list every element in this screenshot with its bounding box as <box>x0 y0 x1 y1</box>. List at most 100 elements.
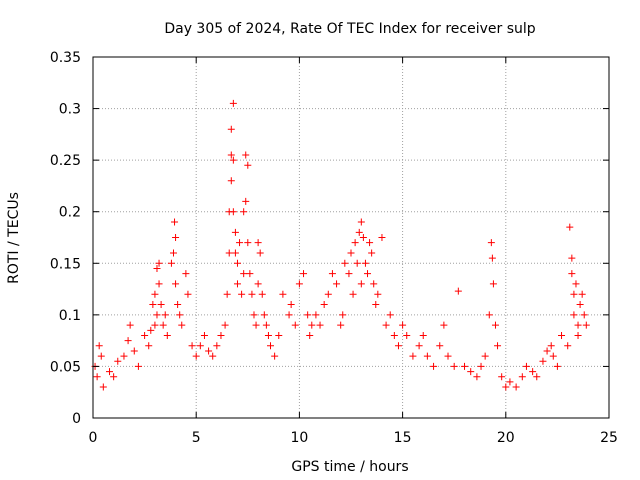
data-point <box>147 326 155 334</box>
data-point <box>93 373 101 381</box>
chart-title: Day 305 of 2024, Rate Of TEC Index for r… <box>164 21 535 37</box>
data-point <box>366 239 374 247</box>
data-point <box>153 264 161 272</box>
data-point <box>461 362 469 370</box>
data-point <box>372 301 380 309</box>
data-point <box>145 342 153 350</box>
data-point <box>258 290 266 298</box>
data-point <box>169 249 177 257</box>
data-point <box>159 321 167 329</box>
data-point <box>488 254 496 262</box>
data-point <box>95 342 103 350</box>
data-point <box>285 311 293 319</box>
data-point <box>481 352 489 360</box>
data-point <box>390 331 398 339</box>
data-point <box>209 352 217 360</box>
data-point <box>308 321 316 329</box>
data-point <box>233 280 241 288</box>
data-point <box>264 331 272 339</box>
data-point <box>124 337 132 345</box>
data-point <box>306 331 314 339</box>
data-point <box>172 280 180 288</box>
data-point <box>347 249 355 257</box>
y-tick-label: 0.35 <box>50 50 81 66</box>
data-point <box>304 311 312 319</box>
data-point <box>153 311 161 319</box>
data-point <box>316 321 324 329</box>
data-point <box>341 259 349 267</box>
data-point <box>512 383 520 391</box>
x-tick-label: 10 <box>290 430 308 446</box>
data-point <box>106 368 114 376</box>
data-point <box>361 259 369 267</box>
data-point <box>440 321 448 329</box>
data-point <box>227 125 235 133</box>
data-point <box>374 290 382 298</box>
data-point <box>141 331 149 339</box>
data-point <box>240 270 248 278</box>
data-point <box>386 311 394 319</box>
data-point <box>205 347 213 355</box>
data-point <box>244 239 252 247</box>
data-point <box>221 321 229 329</box>
data-point <box>364 270 372 278</box>
data-point <box>502 383 510 391</box>
data-point <box>370 280 378 288</box>
data-point <box>570 311 578 319</box>
data-point <box>477 362 485 370</box>
x-tick-label: 25 <box>600 430 618 446</box>
data-point <box>229 156 237 164</box>
data-point <box>238 290 246 298</box>
data-point <box>242 151 250 159</box>
data-point <box>254 239 262 247</box>
data-point <box>130 347 138 355</box>
data-point <box>553 362 561 370</box>
data-point <box>110 373 118 381</box>
data-point <box>256 249 264 257</box>
data-point <box>246 270 254 278</box>
data-point <box>506 378 514 386</box>
data-point <box>436 342 444 350</box>
data-point <box>574 331 582 339</box>
data-point <box>271 352 279 360</box>
data-point <box>231 249 239 257</box>
data-point <box>487 239 495 247</box>
data-point <box>580 311 588 319</box>
data-point <box>229 208 237 216</box>
data-point <box>572 280 580 288</box>
data-point <box>333 280 341 288</box>
data-point <box>171 218 179 226</box>
data-point <box>430 362 438 370</box>
data-point <box>287 301 295 309</box>
data-point <box>549 352 557 360</box>
data-point <box>570 290 578 298</box>
y-tick-label: 0.25 <box>50 153 81 169</box>
x-axis-label: GPS time / hours <box>291 459 408 475</box>
data-point <box>582 321 590 329</box>
data-point <box>312 311 320 319</box>
data-point <box>279 290 287 298</box>
data-point <box>248 290 256 298</box>
data-point <box>229 99 237 107</box>
data-point <box>151 290 159 298</box>
data-point <box>236 239 244 247</box>
data-point <box>558 331 566 339</box>
data-point <box>172 234 180 241</box>
data-point <box>444 352 452 360</box>
data-point <box>225 249 233 257</box>
data-point <box>120 352 128 360</box>
data-point <box>349 290 357 298</box>
data-point <box>568 270 576 278</box>
data-point <box>295 280 303 288</box>
data-point <box>547 342 555 350</box>
x-tick-label: 15 <box>394 430 412 446</box>
data-point <box>155 259 163 267</box>
data-point <box>368 249 376 257</box>
data-point <box>578 290 586 298</box>
data-point <box>157 301 165 309</box>
data-point <box>576 301 584 309</box>
data-point <box>399 321 407 329</box>
data-point <box>498 373 506 381</box>
